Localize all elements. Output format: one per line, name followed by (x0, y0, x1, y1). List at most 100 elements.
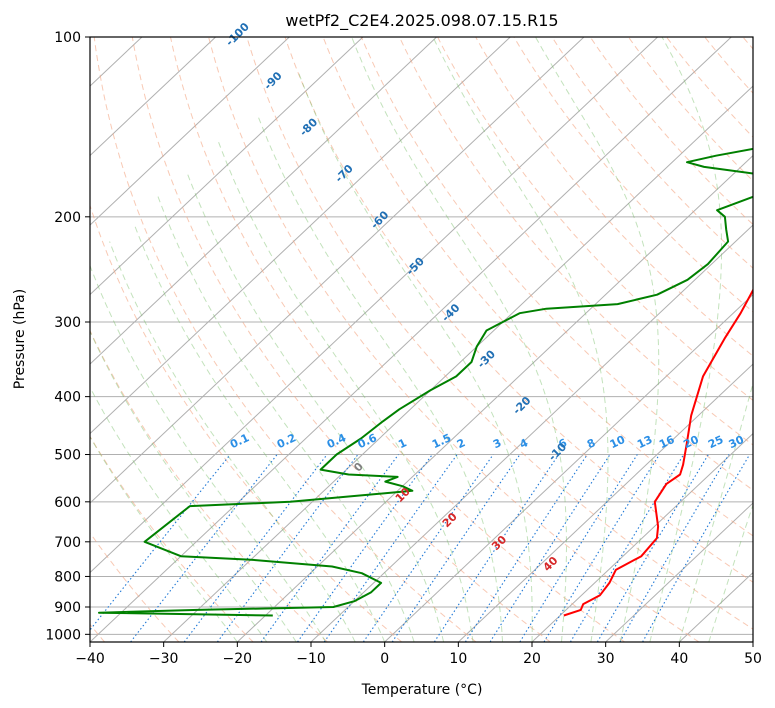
moist-adiabat-line (187, 174, 445, 642)
moist-adiabat-line (432, 37, 609, 642)
mixing-ratio-label: 4 (518, 436, 531, 451)
mixing-ratio-line (489, 454, 611, 642)
mixing-ratio-line (216, 454, 359, 642)
mixing-ratio-label: 0.2 (275, 431, 298, 451)
dry-adiabat-line (551, 37, 753, 269)
temperature-label: -100 (223, 20, 252, 49)
temperature-label: -90 (261, 69, 284, 92)
mixing-ratio-label: 10 (608, 433, 628, 451)
mixing-ratio-label: 0.6 (356, 431, 379, 451)
x-tick-label: −30 (149, 651, 179, 667)
isotherm-line (531, 432, 753, 642)
dry-adiabat-line (742, 37, 753, 50)
dry-adiabat-line (589, 37, 753, 226)
series-line (98, 147, 753, 617)
x-tick-label: 10 (449, 651, 467, 667)
moist-adiabat-line (535, 37, 660, 642)
isotherm-line (163, 85, 753, 642)
dry-adiabat-line (90, 204, 403, 642)
dry-adiabat-line (170, 37, 625, 642)
y-tick-label: 300 (54, 315, 81, 331)
x-tick-label: 0 (380, 651, 389, 667)
moist-adiabat-line (133, 223, 386, 642)
y-axis-label: Pressure (hPa) (12, 289, 28, 389)
mixing-ratio-line (391, 454, 521, 642)
isotherm-line (457, 363, 753, 642)
mixing-ratio-line (642, 454, 751, 642)
mixing-ratio-line (260, 454, 399, 642)
mixing-ratio-label: 0.1 (228, 431, 251, 451)
isotherm-line (752, 641, 753, 642)
dry-adiabat-line (322, 37, 753, 537)
mixing-ratio-label: 3 (491, 436, 503, 451)
mixing-ratio-label: 8 (585, 436, 597, 451)
isotherm-line (0, 37, 68, 642)
mixing-ratio-label: 1 (396, 436, 408, 451)
axes-layer: −40 −30 −20 −10 0 10 20 30 40 50 100 200 300 400 500 60… (45, 30, 762, 667)
mixing-ratio-line (619, 454, 730, 642)
temperature-label: 30 (489, 533, 509, 553)
y-tick-label: 900 (54, 600, 81, 616)
isotherm-line (90, 37, 290, 226)
isotherm-line (90, 37, 364, 296)
dry-adiabat-line (90, 329, 328, 642)
moist-adiabat-line (157, 196, 415, 642)
temperature-label: -20 (510, 394, 533, 417)
temperature-label: -40 (439, 301, 462, 324)
grid-layer (0, 37, 753, 642)
temperature-label: -30 (475, 347, 498, 370)
x-tick-label: −40 (75, 651, 105, 667)
moist-adiabat-line (351, 37, 567, 642)
dry-adiabat-line (131, 37, 551, 642)
x-tick-label: −20 (223, 651, 253, 667)
mixing-ratio-line (596, 454, 709, 642)
isotherm-line (90, 37, 585, 504)
y-tick-label: 400 (54, 390, 81, 406)
mixing-ratio-label: 2 (455, 436, 467, 451)
temperature-label: -60 (368, 208, 391, 231)
x-axis-label: Temperature (°C) (361, 682, 483, 698)
temperature-label: -80 (297, 115, 320, 138)
mixing-ratio-label: 16 (657, 433, 677, 451)
mixing-ratio-label: 30 (727, 433, 747, 451)
mixing-ratio-line (464, 454, 588, 642)
dry-adiabat-line (513, 37, 753, 313)
dry-adiabat-line (246, 37, 753, 630)
moist-adiabat-line (218, 142, 474, 642)
y-tick-label: 1000 (45, 627, 81, 643)
moist-adiabat-line (90, 330, 297, 642)
mixing-ratio-line (323, 454, 458, 642)
x-tick-label: 30 (597, 651, 615, 667)
dry-adiabat-line (704, 37, 753, 94)
dry-adiabat-line (208, 37, 700, 642)
mixing-ratio-line (543, 454, 660, 642)
mixing-ratio-line (130, 454, 278, 642)
y-tick-label: 800 (54, 569, 81, 585)
temperature-label: 20 (440, 510, 460, 530)
x-tick-label: 40 (670, 651, 688, 667)
x-tick-label: 50 (744, 651, 762, 667)
mixing-ratio-line (183, 454, 328, 642)
plot-frame (89, 36, 754, 643)
dry-adiabat-line (360, 37, 753, 491)
isotherm-line (90, 37, 216, 157)
isotherm-line (236, 154, 753, 642)
mixing-ratio-label: 13 (635, 433, 654, 451)
mixing-ratio-label: 1.5 (430, 431, 453, 451)
mixing-ratio-line (519, 454, 638, 642)
isotherm-line (310, 224, 753, 642)
x-tick-label: 20 (523, 651, 541, 667)
y-tick-label: 600 (54, 495, 81, 511)
moist-adiabat-line (90, 386, 268, 642)
isotherm-line (90, 37, 511, 435)
moist-adiabat-line (257, 114, 503, 642)
dry-adiabat-line (90, 435, 254, 642)
moist-adiabat-line (90, 264, 327, 642)
isotherm-line (90, 37, 437, 365)
y-tick-label: 200 (54, 210, 81, 226)
isotherm-line (90, 37, 658, 574)
series-layer (98, 147, 753, 617)
dry-adiabat-line (475, 37, 753, 357)
chart-title: wetPf2_C2E4.2025.098.07.15.R15 (285, 11, 558, 31)
